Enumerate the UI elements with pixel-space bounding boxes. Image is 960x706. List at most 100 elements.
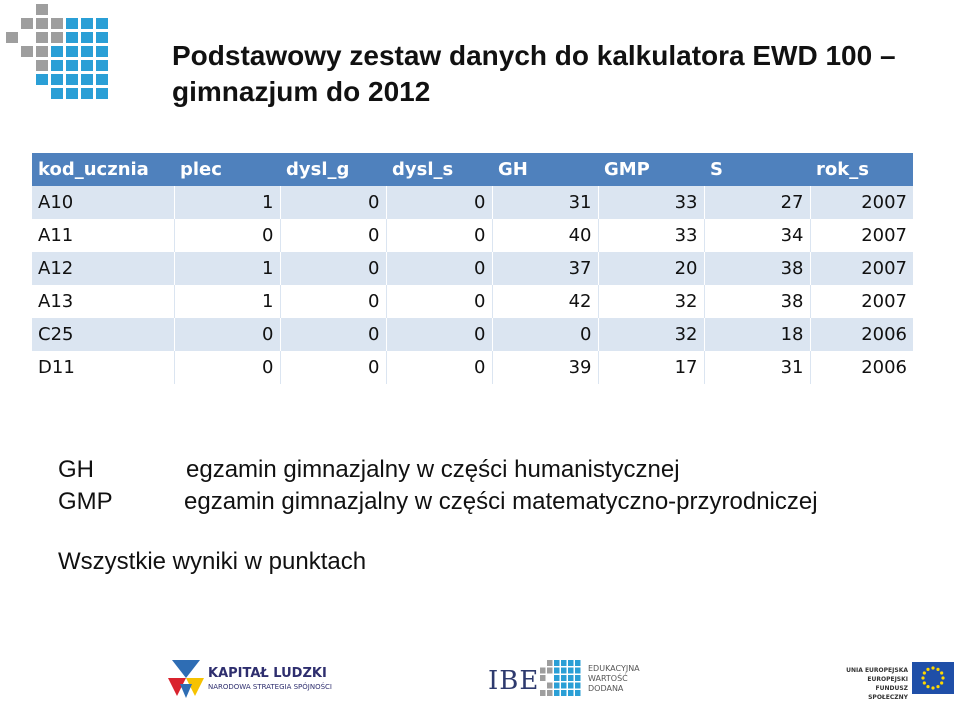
ibe-sub-line: EDUKACYJNA (588, 664, 640, 673)
mosaic-tile (554, 690, 560, 696)
ibe-subtitle: EDUKACYJNA WARTOŚĆ DODANA (588, 664, 640, 694)
mosaic-tile (21, 46, 33, 57)
table-cell: 0 (386, 186, 493, 219)
table-cell: 2007 (810, 285, 913, 318)
table-cell: 1 (174, 285, 281, 318)
eu-star (936, 667, 940, 671)
ibe-mosaic-icon (540, 660, 581, 696)
table-cell: 39 (492, 351, 599, 384)
table-row: A13 1 0 0 42 32 38 2007 (32, 285, 913, 318)
mosaic-tile (568, 660, 574, 666)
legend-abbr: GH (58, 456, 94, 483)
page-title: Podstawowy zestaw danych do kalkulatora … (172, 38, 952, 110)
table-cell: 0 (492, 318, 599, 351)
table-cell: D11 (32, 351, 175, 384)
mosaic-tile (575, 660, 581, 666)
table-cell: 34 (704, 219, 811, 252)
mosaic-tile (36, 4, 48, 15)
table-cell: A12 (32, 252, 175, 285)
table-cell: 0 (280, 186, 387, 219)
mosaic-tile (547, 682, 553, 689)
table-cell: 1 (174, 252, 281, 285)
mosaic-tile (96, 88, 108, 99)
mosaic-tile (51, 60, 63, 71)
table-cell: 2007 (810, 219, 913, 252)
table-cell: 0 (386, 252, 493, 285)
table-cell: 27 (704, 186, 811, 219)
table-cell: A11 (32, 219, 175, 252)
ibe-sub-line: WARTOŚĆ (588, 674, 628, 683)
table-cell: 18 (704, 318, 811, 351)
title-line-1: Podstawowy zestaw danych do kalkulatora … (172, 40, 896, 71)
table-cell: C25 (32, 318, 175, 351)
eu-star (940, 671, 944, 675)
mosaic-tile (96, 74, 108, 85)
mosaic-tile (554, 675, 560, 681)
legend-desc: egzamin gimnazjalny w części humanistycz… (186, 456, 680, 483)
mosaic-tile (540, 690, 546, 696)
table-cell: 31 (492, 186, 599, 219)
mosaic-tile (36, 74, 48, 85)
table-cell: 0 (280, 351, 387, 384)
eu-star (941, 676, 945, 680)
col-header-plec: plec (174, 153, 280, 186)
col-header-dysl-g: dysl_g (280, 153, 386, 186)
table-cell: 0 (386, 351, 493, 384)
table-cell: A10 (32, 186, 175, 219)
table-cell: 0 (386, 285, 493, 318)
table-row: A11 0 0 0 40 33 34 2007 (32, 219, 913, 252)
table-cell: 0 (174, 219, 281, 252)
eu-line: EUROPEJSKI (867, 676, 908, 683)
mosaic-tile (554, 682, 560, 689)
mosaic-tile (561, 667, 567, 674)
table-cell: 38 (704, 285, 811, 318)
mosaic-tile (81, 18, 93, 29)
table-cell: 38 (704, 252, 811, 285)
legend-abbr: GMP (58, 488, 113, 515)
mosaic-tile (66, 88, 78, 99)
mosaic-tile (547, 690, 553, 696)
eu-star (926, 685, 930, 689)
eu-line: UNIA EUROPEJSKA (846, 667, 908, 674)
mosaic-tile (575, 690, 581, 696)
table-cell: 2007 (810, 252, 913, 285)
table-cell: A13 (32, 285, 175, 318)
mosaic-tile (66, 32, 78, 43)
eu-star (940, 681, 944, 685)
table-cell: 0 (174, 318, 281, 351)
table-cell: 32 (598, 285, 705, 318)
table-cell: 20 (598, 252, 705, 285)
mosaic-tile (81, 74, 93, 85)
eu-text: UNIA EUROPEJSKA EUROPEJSKI FUNDUSZ SPOŁE… (836, 666, 908, 702)
mosaic-tile (66, 60, 78, 71)
table-cell: 0 (280, 252, 387, 285)
mosaic-tile (96, 60, 108, 71)
mosaic-tile (36, 32, 48, 43)
mosaic-tile (36, 46, 48, 57)
ibe-logo-text: IBE (488, 666, 540, 696)
mosaic-tile (96, 18, 108, 29)
mosaic-tile (51, 46, 63, 57)
mosaic-tile (51, 32, 63, 43)
col-header-gmp: GMP (598, 153, 704, 186)
mosaic-tile (568, 675, 574, 681)
table-cell: 40 (492, 219, 599, 252)
mosaic-tile (568, 690, 574, 696)
mosaic-tile (561, 690, 567, 696)
mosaic-tile (575, 682, 581, 689)
mosaic-tile (561, 660, 567, 666)
mosaic-tile (547, 667, 553, 674)
table-row: A10 1 0 0 31 33 27 2007 (32, 186, 913, 219)
mosaic-tile (51, 18, 63, 29)
table-cell: 0 (280, 318, 387, 351)
mosaic-tile (568, 682, 574, 689)
eu-star (922, 671, 926, 675)
mosaic-tile (554, 667, 560, 674)
mosaic-tile (81, 60, 93, 71)
table-cell: 37 (492, 252, 599, 285)
eu-flag-icon (912, 662, 954, 694)
mosaic-tile (540, 667, 546, 674)
mosaic-tile (547, 660, 553, 666)
table-cell: 33 (598, 186, 705, 219)
mosaic-tile (540, 675, 546, 681)
